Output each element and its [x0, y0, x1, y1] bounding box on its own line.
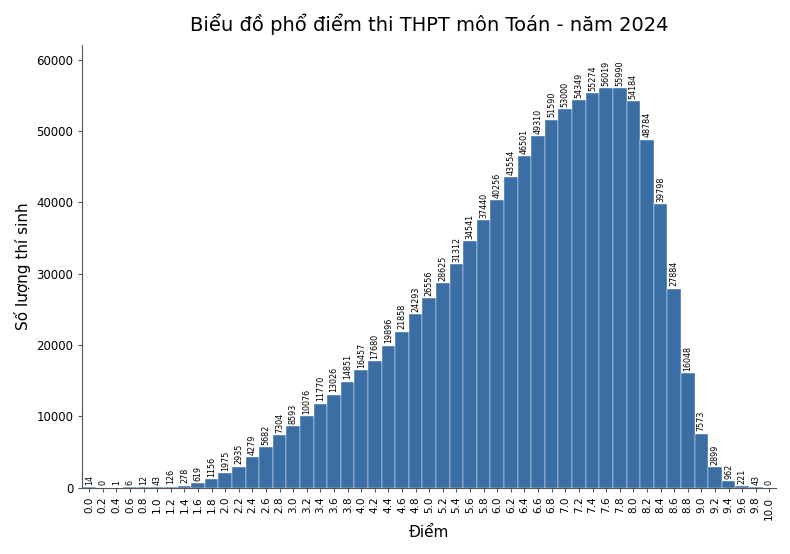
- Text: 0: 0: [765, 480, 774, 485]
- Text: 13026: 13026: [329, 367, 339, 392]
- Text: 55274: 55274: [588, 65, 597, 91]
- Text: 14851: 14851: [343, 355, 352, 379]
- Text: 7304: 7304: [275, 413, 284, 433]
- Text: 54184: 54184: [629, 74, 638, 99]
- Y-axis label: Số lượng thí sinh: Số lượng thí sinh: [14, 203, 31, 330]
- Bar: [653, 204, 668, 488]
- Bar: [300, 416, 314, 488]
- Bar: [382, 346, 395, 488]
- Bar: [613, 88, 626, 488]
- Text: 1: 1: [112, 480, 121, 485]
- Text: 7573: 7573: [697, 411, 705, 432]
- Bar: [246, 457, 259, 488]
- Bar: [504, 177, 517, 488]
- Bar: [626, 101, 640, 488]
- Text: 14: 14: [85, 475, 94, 485]
- Bar: [640, 140, 653, 488]
- Bar: [585, 93, 600, 488]
- Bar: [735, 486, 749, 488]
- Text: 11770: 11770: [316, 376, 325, 402]
- Text: 12: 12: [139, 475, 149, 485]
- Bar: [368, 361, 382, 488]
- Text: 17680: 17680: [371, 334, 379, 360]
- Bar: [314, 403, 327, 488]
- Bar: [532, 136, 545, 488]
- Text: 43554: 43554: [506, 150, 515, 175]
- Text: 5682: 5682: [261, 424, 271, 445]
- Bar: [232, 466, 246, 488]
- X-axis label: Điểm: Điểm: [409, 525, 450, 540]
- Bar: [287, 426, 300, 488]
- Text: 2935: 2935: [235, 444, 243, 464]
- Text: 28625: 28625: [438, 256, 447, 281]
- Bar: [545, 120, 559, 488]
- Bar: [219, 474, 232, 488]
- Text: 31312: 31312: [452, 237, 461, 262]
- Text: 43: 43: [152, 475, 162, 485]
- Bar: [164, 486, 178, 488]
- Bar: [355, 370, 368, 488]
- Bar: [191, 483, 205, 488]
- Bar: [491, 201, 504, 488]
- Text: 37440: 37440: [480, 193, 488, 218]
- Text: 51590: 51590: [547, 92, 556, 117]
- Text: 43: 43: [751, 475, 760, 485]
- Bar: [205, 479, 219, 488]
- Text: 126: 126: [167, 469, 175, 485]
- Text: 55990: 55990: [615, 60, 624, 86]
- Text: 19896: 19896: [384, 318, 393, 343]
- Title: Biểu đồ phổ điểm thi THPT môn Toán - năm 2024: Biểu đồ phổ điểm thi THPT môn Toán - năm…: [190, 14, 668, 35]
- Bar: [477, 220, 491, 488]
- Text: 619: 619: [194, 466, 202, 481]
- Text: 53000: 53000: [561, 82, 570, 107]
- Text: 6: 6: [126, 480, 134, 485]
- Text: 221: 221: [738, 469, 747, 484]
- Bar: [694, 434, 708, 488]
- Bar: [600, 88, 613, 488]
- Bar: [668, 289, 681, 488]
- Text: 16457: 16457: [357, 343, 366, 368]
- Text: 24293: 24293: [411, 287, 420, 312]
- Bar: [273, 435, 287, 488]
- Bar: [572, 100, 585, 488]
- Text: 27884: 27884: [670, 261, 679, 286]
- Text: 46501: 46501: [520, 129, 529, 153]
- Text: 278: 278: [180, 468, 189, 484]
- Text: 1156: 1156: [207, 457, 216, 477]
- Text: 54349: 54349: [574, 73, 583, 98]
- Bar: [327, 394, 341, 488]
- Bar: [409, 314, 423, 488]
- Text: 1975: 1975: [220, 451, 230, 471]
- Text: 56019: 56019: [602, 60, 611, 86]
- Text: 48784: 48784: [642, 112, 652, 137]
- Bar: [341, 382, 355, 488]
- Text: 49310: 49310: [533, 109, 543, 134]
- Text: 39798: 39798: [656, 176, 665, 202]
- Bar: [436, 283, 450, 488]
- Text: 10076: 10076: [303, 388, 311, 413]
- Text: 40256: 40256: [493, 173, 502, 198]
- Text: 2899: 2899: [710, 444, 720, 465]
- Bar: [463, 241, 477, 488]
- Bar: [517, 156, 532, 488]
- Text: 34541: 34541: [465, 214, 475, 239]
- Text: 0: 0: [99, 480, 107, 485]
- Bar: [708, 467, 722, 488]
- Text: 26556: 26556: [425, 270, 434, 296]
- Text: 962: 962: [724, 463, 733, 479]
- Bar: [395, 332, 409, 488]
- Bar: [681, 373, 694, 488]
- Bar: [722, 481, 735, 488]
- Text: 8593: 8593: [289, 404, 298, 424]
- Bar: [559, 110, 572, 488]
- Bar: [259, 447, 273, 488]
- Bar: [450, 264, 463, 488]
- Bar: [423, 298, 436, 488]
- Bar: [178, 485, 191, 488]
- Text: 16048: 16048: [683, 346, 692, 371]
- Text: 4279: 4279: [248, 434, 257, 455]
- Text: 21858: 21858: [397, 304, 407, 330]
